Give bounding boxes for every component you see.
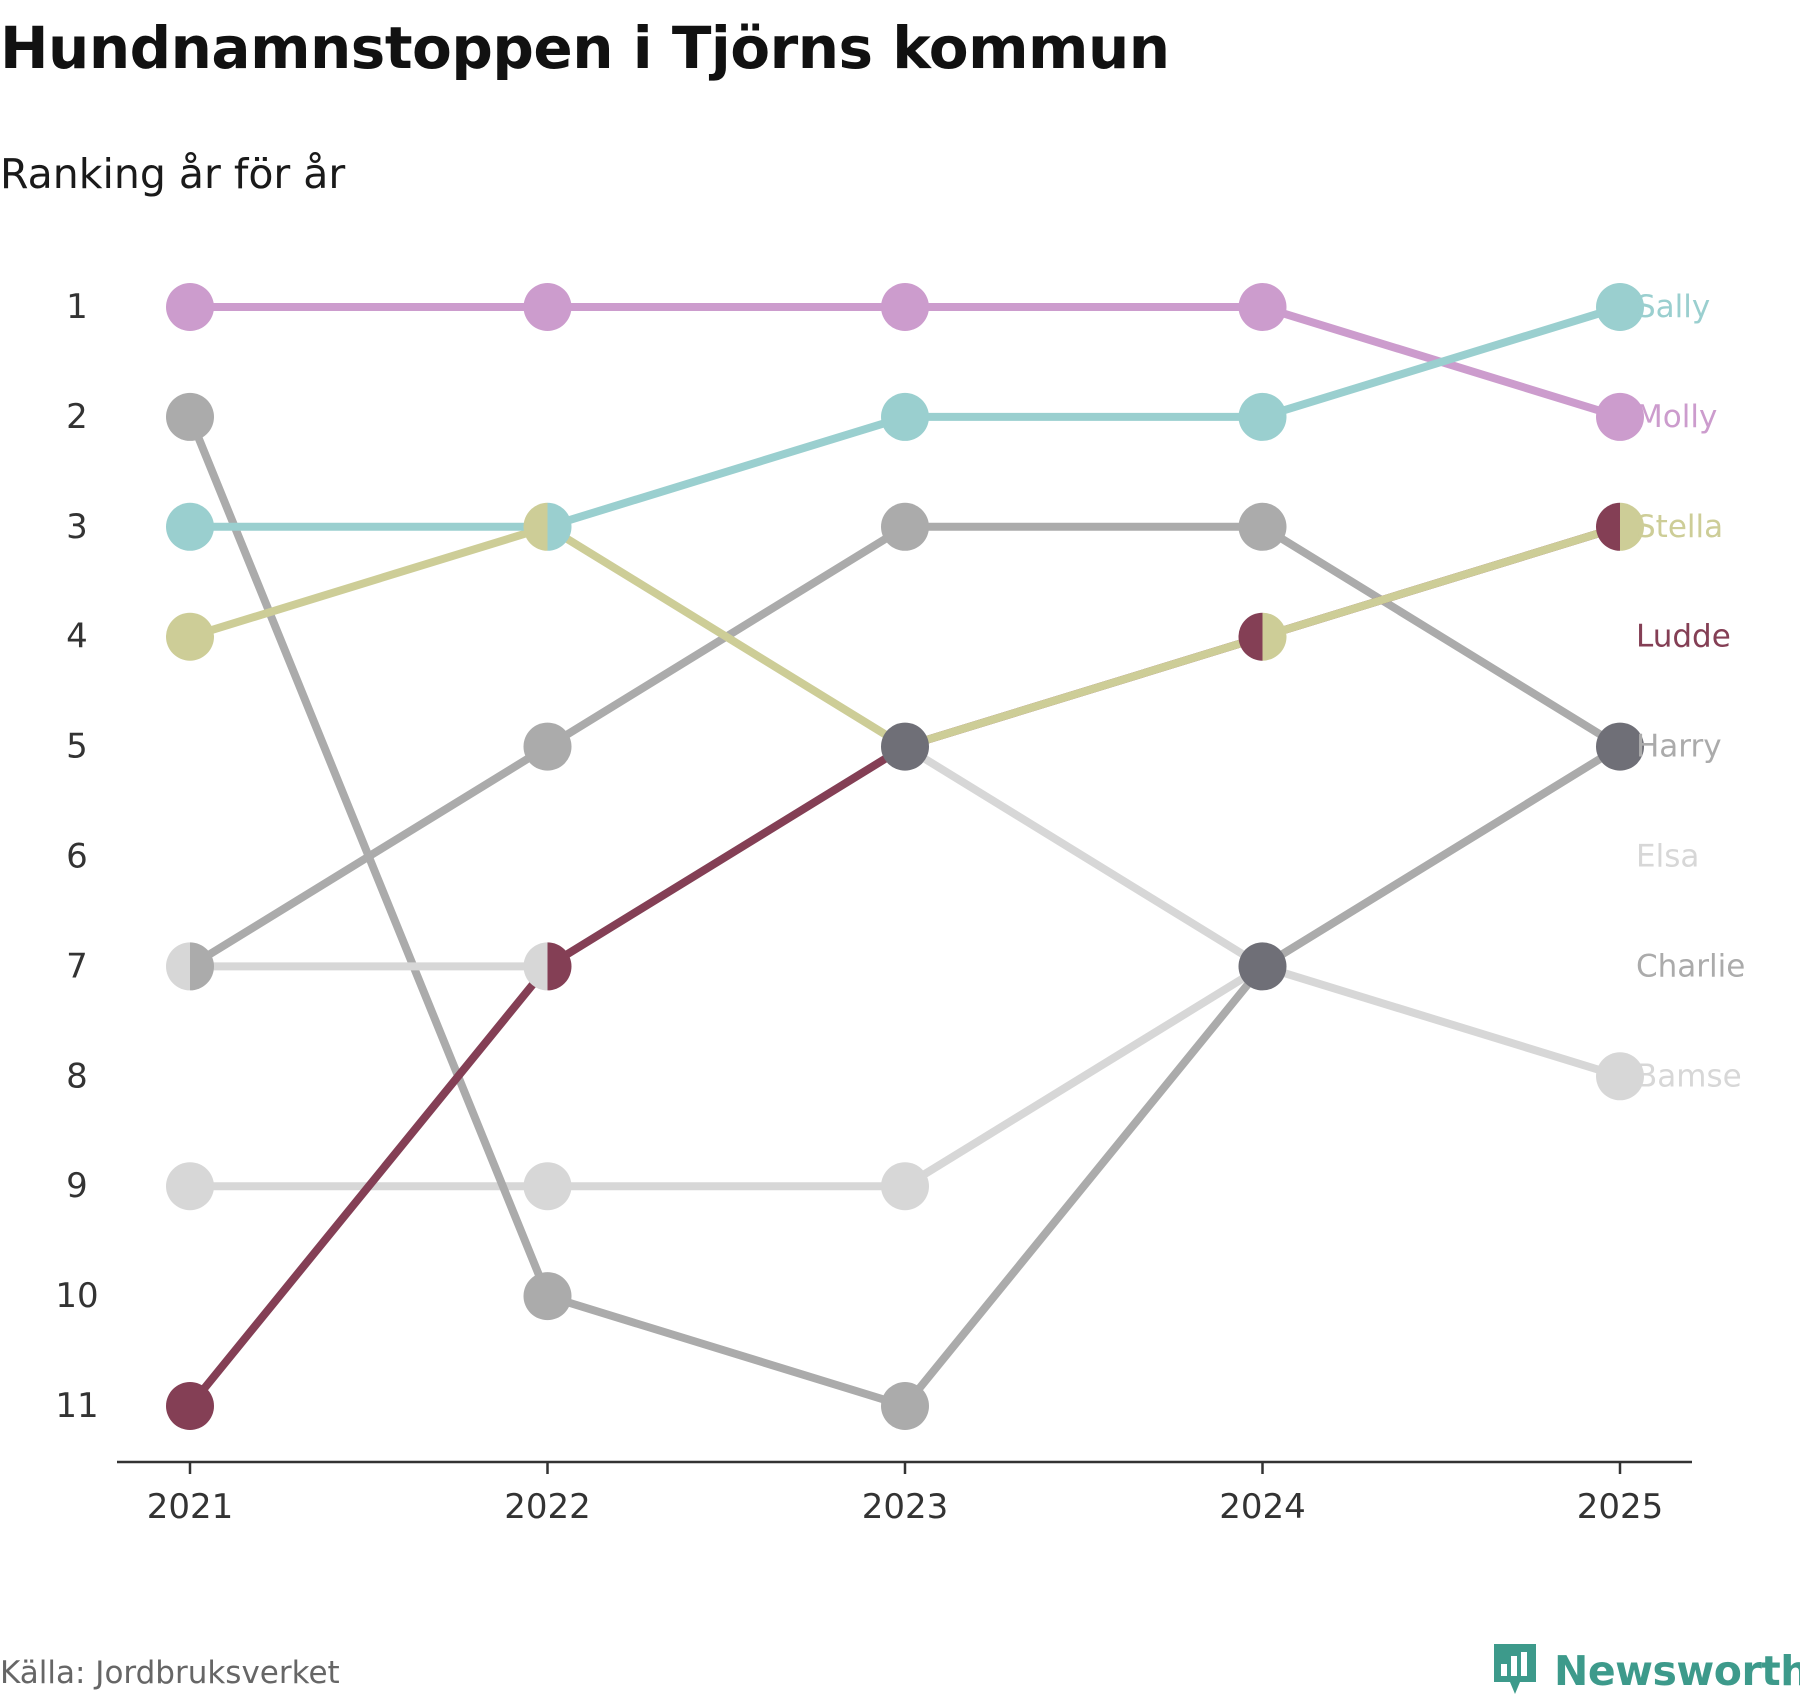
- point-harry: [1238, 502, 1287, 551]
- point-elsa: [166, 942, 190, 991]
- point-molly: [523, 283, 572, 331]
- point-sally: [166, 502, 214, 551]
- series-label-elsa: Elsa: [1636, 839, 1699, 875]
- series-label-ludde: Ludde: [1636, 619, 1731, 655]
- point-molly: [881, 283, 929, 331]
- y-tick-label: 2: [66, 397, 88, 437]
- point-harry: [881, 502, 929, 551]
- point-ludde: [166, 1382, 214, 1430]
- y-tick-label: 1: [66, 287, 88, 327]
- point-stella: [1262, 612, 1287, 661]
- series-label-sally: Sally: [1636, 289, 1710, 325]
- point-molly: [1596, 392, 1644, 441]
- y-tick-label: 9: [66, 1166, 88, 1206]
- y-axis-ticks: 1 2 3 4 5 6 7 8 9 10 11: [55, 287, 98, 1426]
- x-tick-label: 2025: [1577, 1487, 1664, 1527]
- series-lines: [186, 303, 1624, 1410]
- chart-title: Hundnamnstoppen i Tjörns kommun: [0, 14, 1170, 82]
- x-tick-label: 2023: [862, 1487, 949, 1527]
- point-charlie: [881, 1382, 929, 1430]
- point-molly: [166, 283, 214, 331]
- series-label-charlie: Charlie: [1636, 948, 1745, 984]
- point-bamse: [523, 1162, 572, 1211]
- chart-subtitle: Ranking år för år: [0, 150, 346, 198]
- y-tick-label: 8: [66, 1056, 88, 1096]
- x-axis-ticks: 2021 2022 2023 2024 2025: [147, 1462, 1664, 1527]
- point-sally: [881, 392, 929, 441]
- point-ludde: [547, 942, 572, 991]
- point-elsa: [1596, 1052, 1644, 1101]
- point-tie: [881, 722, 929, 771]
- series-label-harry: Harry: [1636, 729, 1722, 765]
- point-harry: [190, 942, 214, 991]
- point-charlie: [523, 1272, 572, 1321]
- point-stella: [1620, 502, 1644, 551]
- point-stella: [166, 612, 214, 661]
- brand-name: Newsworthy: [1554, 1647, 1800, 1695]
- point-tie: [1238, 942, 1287, 991]
- point-ludde: [1238, 612, 1263, 661]
- y-tick-label: 3: [66, 507, 88, 547]
- point-sally: [547, 502, 572, 551]
- y-tick-label: 4: [66, 617, 88, 657]
- point-sally: [1238, 392, 1287, 441]
- series-points: [166, 283, 1644, 1430]
- point-elsa: [523, 942, 548, 991]
- point-stella: [523, 502, 548, 551]
- point-tie: [1596, 722, 1644, 771]
- series-line-elsa: [186, 742, 1624, 1081]
- point-molly: [1238, 283, 1287, 331]
- bump-chart: 1 2 3 4 5 6 7 8 9 10 11 Sally Molly Stella Ludde Harry…: [55, 283, 1745, 1527]
- series-label-molly: Molly: [1636, 399, 1717, 435]
- x-tick-label: 2022: [504, 1487, 591, 1527]
- series-label-stella: Stella: [1636, 509, 1723, 545]
- series-line-charlie: [186, 412, 1624, 1410]
- point-bamse: [166, 1162, 214, 1211]
- brand-logo: Newsworthy: [1490, 1640, 1800, 1702]
- point-sally: [1596, 283, 1644, 331]
- x-tick-label: 2024: [1219, 1487, 1306, 1527]
- point-charlie: [166, 392, 214, 441]
- y-tick-label: 7: [66, 946, 88, 986]
- point-ludde: [1596, 502, 1620, 551]
- y-tick-label: 11: [55, 1386, 98, 1426]
- series-line-stella: [186, 522, 1624, 751]
- series-end-labels: Sally Molly Stella Ludde Harry Elsa Charlie Bam…: [1636, 289, 1745, 1094]
- point-bamse: [881, 1162, 929, 1211]
- source-note: Källa: Jordbruksverket: [0, 1655, 340, 1691]
- point-harry: [523, 722, 572, 771]
- y-tick-label: 5: [66, 727, 88, 767]
- y-tick-label: 6: [66, 837, 88, 877]
- newsworthy-logo-icon: [1490, 1640, 1540, 1702]
- series-label-bamse: Bamse: [1636, 1058, 1742, 1094]
- x-tick-label: 2021: [147, 1487, 234, 1527]
- y-tick-label: 10: [55, 1276, 98, 1316]
